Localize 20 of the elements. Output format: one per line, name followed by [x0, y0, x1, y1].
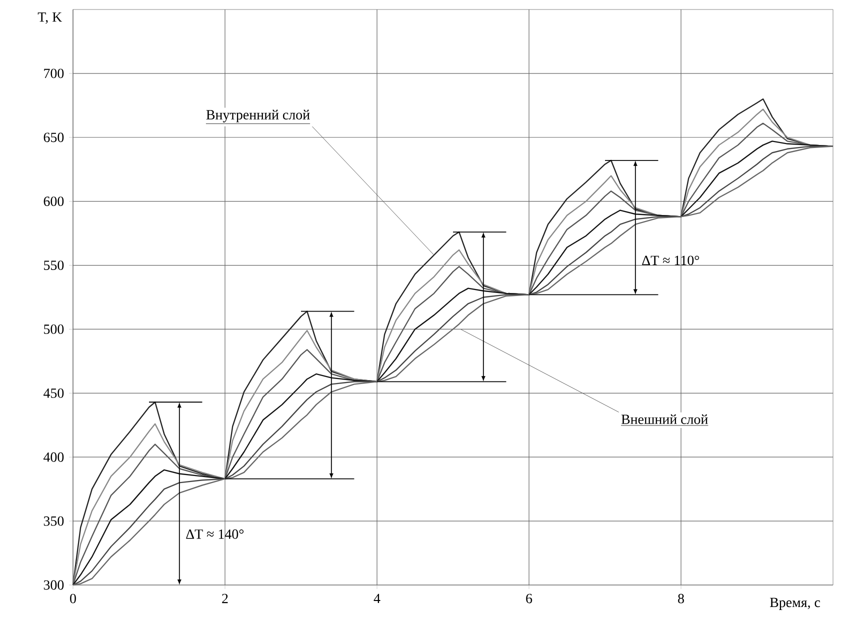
annotation: Внутренний слой [206, 110, 310, 122]
x-tick-label: 0 [70, 594, 76, 604]
annotation: Внешний слой [621, 414, 708, 424]
x-tick-label: 2 [222, 594, 228, 604]
y-axis-title: T, K [38, 12, 62, 24]
x-tick-label: 6 [526, 594, 532, 604]
y-tick-label: 600 [44, 196, 64, 206]
x-tick-label: 8 [678, 594, 684, 604]
y-tick-label: 350 [44, 516, 64, 526]
y-tick-label: 400 [44, 452, 64, 462]
x-tick-label: 4 [374, 594, 380, 604]
annotation: ΔT ≈ 110° [642, 256, 700, 266]
y-tick-label: 300 [44, 580, 64, 590]
y-tick-label: 550 [44, 260, 64, 270]
annotation: ΔT ≈ 140° [186, 529, 244, 539]
y-tick-label: 500 [44, 324, 64, 334]
y-tick-label: 450 [44, 388, 64, 398]
y-tick-label: 650 [44, 132, 64, 142]
x-axis-title: Время, с [770, 598, 820, 610]
y-tick-label: 700 [44, 68, 64, 78]
